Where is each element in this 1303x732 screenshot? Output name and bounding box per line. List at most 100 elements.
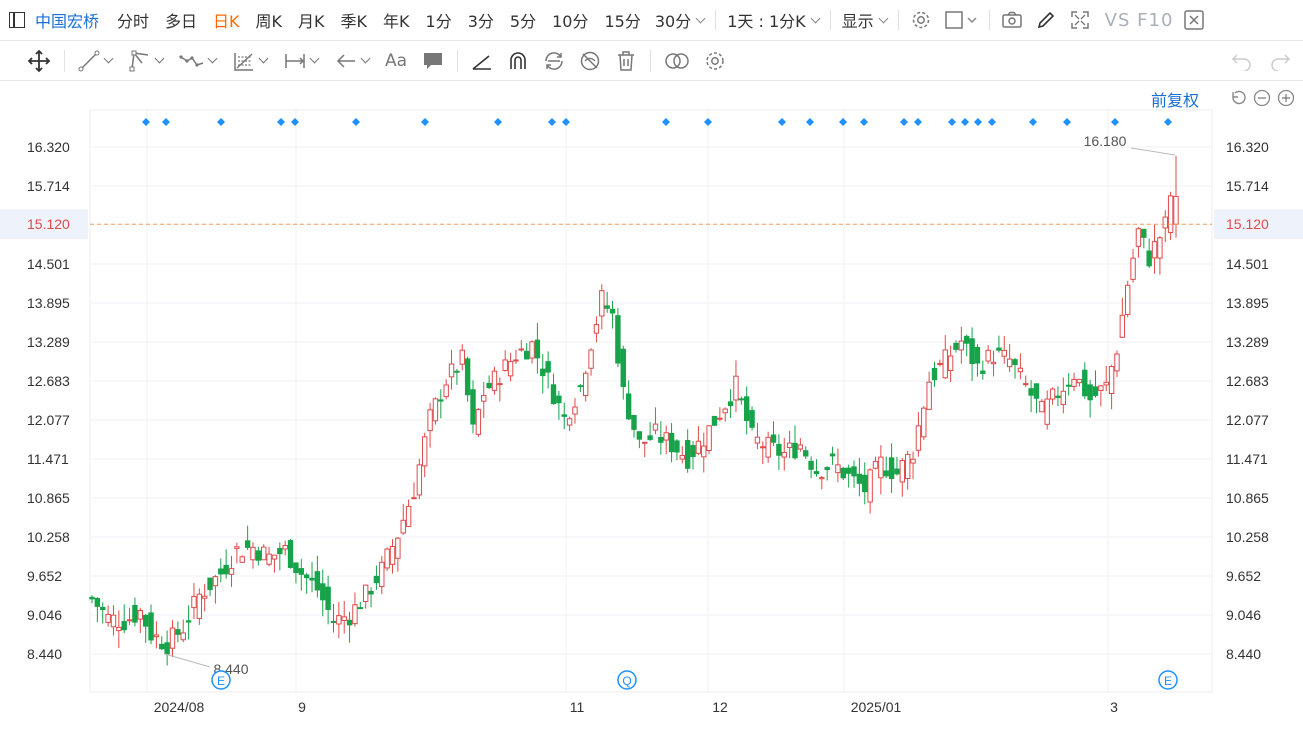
candle-down: [357, 607, 364, 610]
candle-up: [400, 519, 406, 534]
y-axis-label-left: 9.046: [27, 607, 62, 623]
y-axis-label-right: 9.046: [1226, 607, 1261, 623]
period-1min[interactable]: 1分: [425, 12, 452, 31]
candle-up: [878, 456, 884, 479]
kline-chart-svg[interactable]: 16.320 16.320 15.714 15.714 15.120 15.120 14.5…: [0, 82, 1303, 732]
y-axis-label-left: 13.289: [27, 334, 70, 350]
candle-up: [395, 537, 401, 559]
multi-period-select[interactable]: 1天 : 1分K: [721, 8, 824, 32]
reset-chart-icon[interactable]: [1229, 89, 1247, 107]
delete-drawings-tool[interactable]: [614, 47, 638, 75]
period-3min[interactable]: 3分: [467, 12, 494, 31]
chevron-down-icon: [103, 53, 114, 64]
candle-up: [1071, 378, 1077, 387]
candle-up: [937, 362, 943, 365]
event-diamond-icon: [662, 118, 670, 126]
candle-up: [706, 425, 712, 451]
candle-down: [89, 596, 95, 600]
price-adjust-select[interactable]: 前复权: [1150, 91, 1199, 110]
y-axis-label-right: 12.683: [1226, 373, 1269, 389]
channel-tool[interactable]: [128, 47, 165, 75]
drawing-settings-tool[interactable]: [703, 47, 727, 75]
candle-down: [609, 308, 616, 314]
candle-down: [545, 361, 551, 373]
text-tool[interactable]: Aa: [385, 50, 408, 71]
wave-icon: [179, 54, 204, 67]
fullscreen-icon[interactable]: [1069, 9, 1091, 31]
candle-down: [980, 370, 986, 374]
candle-down: [470, 389, 476, 425]
event-diamond-icon: [961, 118, 969, 126]
stock-name[interactable]: 中国宏桥: [35, 12, 100, 31]
candle-down: [625, 393, 632, 420]
candle-up: [990, 361, 997, 365]
candle-up: [899, 459, 906, 483]
y-axis-label-left: 15.714: [27, 178, 70, 194]
camera-icon[interactable]: [1001, 9, 1023, 31]
max-price-leader: [1130, 147, 1176, 156]
fibonacci-tool[interactable]: [232, 47, 269, 75]
event-diamond-icon: [806, 118, 814, 126]
chevron-down-icon: [154, 53, 165, 64]
period-monthly-k[interactable]: 月K: [298, 12, 325, 31]
layout-square-icon[interactable]: [944, 9, 978, 31]
event-diamond-icon: [277, 118, 285, 126]
period-15min[interactable]: 15分: [604, 12, 641, 31]
period-yearly-k[interactable]: 年K: [383, 12, 410, 31]
kline-chart[interactable]: 16.320 16.320 15.714 15.714 15.120 15.120 14.5…: [0, 82, 1303, 732]
top-toolbar: 中国宏桥 分时 多日 日K 周K 月K 季K 年K 1分 3分 5分 10分 1…: [0, 0, 1303, 41]
period-10min[interactable]: 10分: [552, 12, 589, 31]
magnet-tool[interactable]: [506, 47, 530, 75]
candle-up: [239, 556, 245, 563]
zoom-out-icon[interactable]: [1253, 89, 1271, 107]
settings-gear-icon[interactable]: [910, 9, 932, 31]
y-axis-label-right: 15.120: [1226, 216, 1269, 232]
period-intraday[interactable]: 分时: [117, 12, 150, 31]
measure-tool[interactable]: [283, 47, 320, 75]
candle-down: [486, 382, 492, 388]
candle-up: [835, 464, 841, 474]
period-multi-day[interactable]: 多日: [165, 12, 198, 31]
candle-up: [110, 614, 117, 628]
event-marker-icon: [211, 670, 231, 690]
zoom-in-icon[interactable]: [1277, 89, 1295, 107]
candle-up: [566, 418, 573, 426]
period-quarterly-k[interactable]: 季K: [340, 12, 368, 31]
candle-up: [1108, 366, 1115, 394]
event-diamond-icon: [421, 118, 429, 126]
event-diamond-icon: [548, 118, 556, 126]
wave-tool[interactable]: [179, 47, 218, 75]
sidebar-toggle-icon[interactable]: [9, 12, 25, 28]
candle-down: [856, 473, 863, 484]
line-tool[interactable]: [77, 47, 114, 75]
move-tool[interactable]: [26, 47, 52, 75]
display-select[interactable]: 显示: [836, 8, 893, 32]
candle-up: [416, 464, 423, 496]
candle-down: [293, 562, 299, 573]
min-price-leader: [164, 653, 211, 668]
sync-drawings-tool[interactable]: [542, 47, 566, 75]
hide-drawings-tool[interactable]: [578, 47, 602, 75]
angle-tool[interactable]: [470, 47, 494, 75]
period-5min[interactable]: 5分: [509, 12, 537, 31]
candle-up: [196, 593, 203, 619]
undo-icon[interactable]: [1231, 51, 1253, 71]
line-icon: [78, 50, 100, 71]
candle-up: [1098, 385, 1104, 391]
candle-down: [969, 338, 975, 365]
period-weekly-k[interactable]: 周K: [255, 12, 283, 31]
minute-period-select[interactable]: 30分: [649, 8, 710, 32]
arrow-tool[interactable]: [334, 47, 371, 75]
drawing-toolbar: Aa: [0, 41, 1303, 81]
comment-tool[interactable]: [421, 47, 445, 75]
period-daily-k[interactable]: 日K: [213, 12, 240, 31]
compare-tool[interactable]: [663, 47, 691, 75]
vs-f10-button[interactable]: VS F10: [1104, 9, 1174, 31]
redo-icon[interactable]: [1269, 51, 1291, 71]
x-axis-label: 2024/08: [154, 699, 205, 715]
candle-down: [888, 457, 895, 480]
candle-down: [620, 348, 626, 387]
pencil-icon[interactable]: [1035, 9, 1057, 31]
close-window-icon[interactable]: [1183, 9, 1205, 31]
